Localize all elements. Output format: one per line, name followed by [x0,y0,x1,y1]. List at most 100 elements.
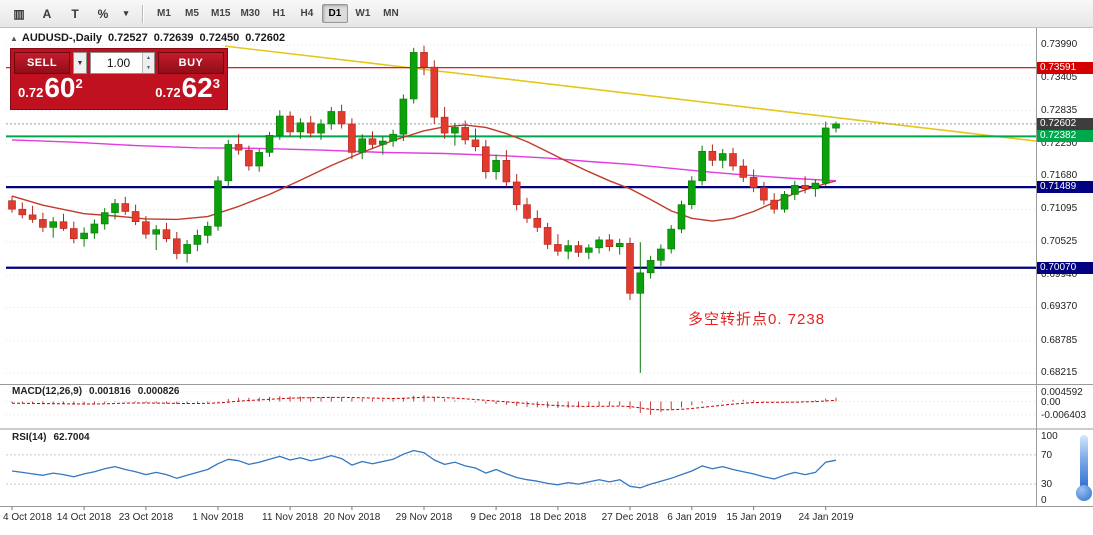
volume-dropdown-caret[interactable]: ▼ [73,52,87,74]
ask-price[interactable]: 0.72 62 3 [155,74,220,102]
date-axis-label: 4 Oct 2018 [3,512,52,523]
candle [214,176,222,231]
macd-scale-label: 0.00 [1041,397,1061,408]
text-tool[interactable]: T [71,6,79,21]
candle [368,131,377,149]
candle [574,241,583,257]
macd-histogram [11,395,837,415]
date-axis-label: 18 Dec 2018 [529,512,587,523]
date-axis-label: 20 Nov 2018 [323,512,381,523]
annotation-text: 多空转折点0. 7238 [688,311,826,328]
bid-ask-prices: 0.72 60 2 0.72 62 3 [11,74,227,102]
timeframes-group: M1 M5 M15 M30 H1 H4 D1 W1 MN [151,4,404,23]
candle [564,239,573,260]
candle [718,148,727,169]
candle [59,213,68,231]
bid-price[interactable]: 0.72 60 2 [18,74,83,102]
volume-up-icon[interactable]: ▲ [143,53,154,63]
date-axis-label: 15 Jan 2019 [726,512,782,523]
candle [636,242,645,373]
timeframe-m30[interactable]: M30 [240,8,260,19]
candle [687,176,696,210]
macd-value-1: 0.001816 [89,386,131,397]
volume-spinner: ▲ ▼ [142,53,154,73]
candle [440,106,449,139]
candle [512,173,521,211]
descending-trendline[interactable] [225,45,1036,142]
date-axis-label: 29 Nov 2018 [395,512,453,523]
candle [121,196,130,215]
candle [18,202,27,219]
volume-input[interactable] [91,53,154,73]
timeframe-h1[interactable]: H1 [272,8,286,19]
candle [554,234,562,256]
indicators-icon[interactable]: % [97,6,109,21]
date-axis-label: 14 Oct 2018 [56,512,112,523]
candlestick-series [8,45,840,373]
price-tag-pivot: 0.72382 [1037,130,1093,142]
timeframe-m15[interactable]: M15 [211,8,231,19]
candle [49,217,58,238]
bid-prefix: 0.72 [18,85,44,100]
price-scale-label: 0.72835 [1041,105,1078,116]
price-scale-label: 0.73405 [1041,72,1078,83]
timeframe-m1[interactable]: M1 [157,8,171,19]
candle [698,145,706,186]
candle [358,134,367,160]
candle [657,244,665,267]
timeframe-w1[interactable]: W1 [355,8,371,19]
candle [327,106,336,130]
rsi-scale-label: 0 [1041,495,1047,506]
date-axis-label: 23 Oct 2018 [118,512,174,523]
volume-down-icon[interactable]: ▼ [143,63,154,73]
macd-scale-label: 0.004592 [1041,387,1083,398]
candle [481,139,490,179]
candle [832,121,840,133]
dropdown-caret-icon[interactable]: ▾ [123,8,129,18]
quote-close: 0.72602 [245,32,286,44]
candle [142,216,150,239]
thermometer-icon [1080,435,1088,489]
candle [543,222,552,249]
price-scale-label: 0.72250 [1041,138,1078,149]
candle [821,121,830,187]
timeframe-m5[interactable]: M5 [185,8,199,19]
price-scale-label: 0.68215 [1041,367,1078,378]
price-scale-label: 0.71680 [1041,170,1078,181]
date-axis-label: 6 Jan 2019 [667,512,717,523]
bid-big-digits: 60 [44,72,76,103]
candle [626,237,634,301]
text-label-tool[interactable]: A [42,6,52,21]
rsi-line [11,449,837,489]
buy-button[interactable]: BUY [158,52,224,74]
candle [348,118,356,160]
candle [667,225,676,254]
chart-canvas[interactable] [0,28,1093,535]
tools-group: ▥ A T% ▾ [6,3,134,25]
price-scale-label: 0.69370 [1041,301,1078,312]
timeframe-mn[interactable]: MN [383,8,399,19]
candle [286,111,294,137]
chart-menu-icon[interactable]: ▲ [10,34,18,43]
candle [162,222,171,243]
timeframe-d1[interactable]: D1 [321,4,348,23]
timeframe-h4[interactable]: H4 [300,8,314,19]
date-axis-label: 9 Dec 2018 [470,512,522,523]
chart-window-icon[interactable]: ▥ [13,6,25,21]
rsi-value: 62.7004 [53,432,90,443]
ask-big-digits: 62 [181,72,213,103]
sell-button[interactable]: SELL [14,52,70,74]
one-click-trading-panel: SELL ▼ ▲ ▼ BUY 0.72 60 2 0.7 [10,48,228,110]
toolbar: ▥ A T% ▾ M1 M5 M15 M30 H1 H4 D1 W1 MN [0,0,1093,28]
candle [100,208,109,230]
candle [80,227,88,247]
price-tag-bid: 0.72602 [1037,118,1093,130]
thermometer-bulb-icon [1076,485,1092,501]
volume-field-w: ▲ ▼ [90,52,155,74]
candle [234,134,243,155]
candle [533,210,542,232]
candle [461,120,470,145]
candle [193,229,202,252]
candle [409,47,418,104]
